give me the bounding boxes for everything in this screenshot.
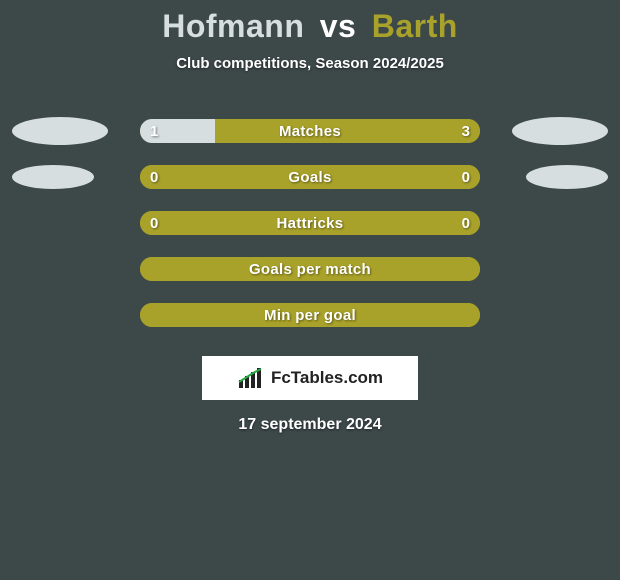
player1-ellipse <box>12 117 108 145</box>
bar-label: Min per goal <box>140 303 480 327</box>
title-player2: Barth <box>372 8 458 44</box>
page-title: Hofmann vs Barth <box>0 0 620 45</box>
logo-box: FcTables.com <box>202 356 418 400</box>
bar-label: Matches <box>140 119 480 143</box>
comparison-rows: 13Matches 00Goals 00Hattricks Goals per mat… <box>0 108 620 338</box>
logo-text: FcTables.com <box>271 368 383 388</box>
player2-ellipse <box>512 117 608 145</box>
comparison-row: 00Hattricks <box>0 200 620 246</box>
bar-label: Hattricks <box>140 211 480 235</box>
date-label: 17 september 2024 <box>0 416 620 434</box>
comparison-bar: 00Goals <box>140 165 480 189</box>
comparison-row: Min per goal <box>0 292 620 338</box>
comparison-row: 00Goals <box>0 154 620 200</box>
comparison-row: 13Matches <box>0 108 620 154</box>
comparison-row: Goals per match <box>0 246 620 292</box>
player1-ellipse <box>12 165 94 189</box>
comparison-infographic: Hofmann vs Barth Club competitions, Seas… <box>0 0 620 580</box>
bar-label: Goals <box>140 165 480 189</box>
title-player1: Hofmann <box>162 8 304 44</box>
comparison-bar: 00Hattricks <box>140 211 480 235</box>
bar-chart-icon <box>237 366 265 390</box>
comparison-bar: 13Matches <box>140 119 480 143</box>
comparison-bar: Goals per match <box>140 257 480 281</box>
subtitle: Club competitions, Season 2024/2025 <box>0 55 620 72</box>
bar-label: Goals per match <box>140 257 480 281</box>
title-vs: vs <box>320 8 357 44</box>
player2-ellipse <box>526 165 608 189</box>
comparison-bar: Min per goal <box>140 303 480 327</box>
